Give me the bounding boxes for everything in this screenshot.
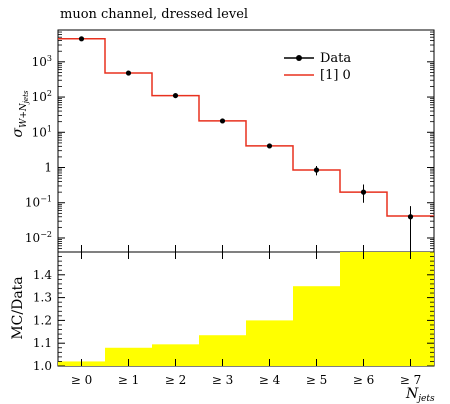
ratio-ylabel: MC/Data: [10, 276, 26, 339]
xlabel-symbol: N: [405, 386, 419, 402]
x-tick-label: ≥ 1: [118, 373, 140, 387]
ratio-y-tick-label: 1.3: [33, 291, 52, 305]
legend-data-label: Data: [320, 51, 351, 66]
x-tick-label: ≥ 7: [400, 373, 422, 387]
data-point: [125, 70, 132, 76]
main-ylabel-subsubscript: jets: [22, 90, 30, 105]
x-tick-label: ≥ 2: [165, 373, 187, 387]
main-y-tick-label: 101: [32, 124, 52, 139]
x-tick-label: ≥ 6: [353, 373, 375, 387]
legend: Data [1] 0: [284, 51, 351, 83]
ratio-y-tick-label: 1.0: [33, 359, 52, 373]
data-point: [360, 189, 367, 195]
xlabel: Njets: [405, 386, 435, 404]
svg-text:σW+Njets: σW+Njets: [10, 90, 30, 137]
main-ylabel-symbol: σ: [10, 127, 26, 137]
ratio-y-tick-label: 1.4: [33, 268, 52, 282]
data-point: [219, 118, 226, 124]
ratio-bar: [105, 347, 152, 366]
ratio-bar: [293, 286, 340, 366]
main-plot: [58, 36, 434, 249]
ratio-bar: [246, 320, 293, 366]
legend-data-marker: [296, 55, 302, 61]
main-y-tick-label: 1: [44, 161, 52, 175]
ratio-plot: [58, 252, 434, 366]
x-tick-label: ≥ 0: [71, 373, 93, 387]
legend-mc-label: [1] 0: [320, 68, 351, 83]
data-point: [78, 36, 85, 42]
x-tick-label: ≥ 5: [306, 373, 328, 387]
main-y-tick-label: 103: [32, 54, 52, 69]
mc-step-line: [58, 38, 434, 217]
main-ylabel-subscript: W+N: [19, 102, 29, 128]
xlabel-subscript: jets: [416, 394, 435, 404]
data-point: [313, 167, 320, 173]
main-y-tick-label: 10−2: [25, 230, 52, 245]
axes: 10−2 10−1 1 101 102 103 1.0 1.1 1.2 1.3 1.4 ≥ 0 ≥ 1 ≥…: [25, 29, 434, 387]
x-tick-label: ≥ 3: [212, 373, 234, 387]
ratio-bar: [340, 252, 387, 366]
ratio-y-tick-label: 1.1: [33, 336, 52, 350]
ratio-bar: [387, 252, 434, 366]
main-ylabel: σW+Njets: [10, 90, 30, 137]
ratio-bar: [152, 344, 199, 366]
ratio-y-tick-label: 1.2: [33, 313, 52, 327]
main-y-tick-label: 10−1: [25, 195, 52, 210]
main-y-tick-label: 102: [32, 89, 52, 104]
data-point: [407, 214, 414, 220]
x-tick-label: ≥ 4: [259, 373, 281, 387]
chart-title: muon channel, dressed level: [60, 7, 248, 22]
data-point: [266, 143, 273, 149]
data-point: [172, 92, 179, 99]
